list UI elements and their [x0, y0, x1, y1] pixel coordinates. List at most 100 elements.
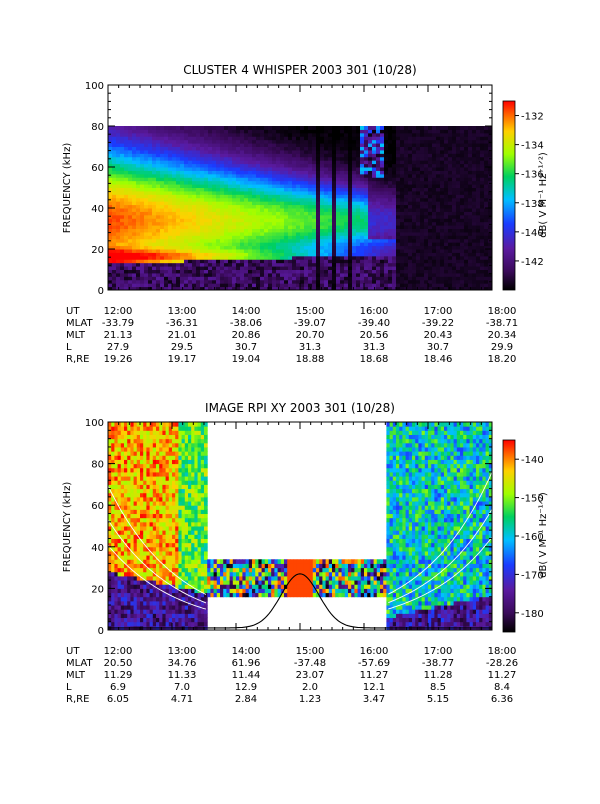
spectrogram-cell [456, 188, 461, 192]
spectrogram-cell [364, 266, 369, 270]
spectrogram-cell [332, 270, 337, 274]
spectrogram-cell [432, 177, 437, 181]
spectrogram-cell [156, 273, 161, 277]
spectrogram-cell [384, 242, 389, 246]
spectrogram-cell [168, 218, 173, 222]
spectrogram-cell [240, 273, 245, 277]
spectrogram-cell [260, 232, 265, 236]
spectrogram-cell [456, 177, 461, 181]
spectrogram-cell [472, 126, 477, 130]
spectrogram-cell [124, 246, 129, 250]
spectrogram-cell [392, 242, 397, 246]
spectrogram-cell [364, 157, 369, 161]
spectrogram-cell [332, 242, 337, 246]
spectrogram-cell [364, 222, 369, 226]
spectrogram-cell [440, 201, 445, 205]
spectrogram-cell [336, 174, 341, 178]
spectrogram-cell [308, 249, 313, 253]
spectrogram-cell [420, 242, 425, 246]
spectrogram-cell [296, 133, 301, 137]
spectrogram-cell [296, 147, 301, 151]
spectrogram-cell [156, 263, 161, 267]
spectrogram-cell [228, 263, 233, 267]
spectrogram-cell [212, 259, 217, 263]
spectrogram-cell [316, 143, 321, 147]
spectrogram-cell [316, 188, 321, 192]
spectrogram-cell [120, 239, 125, 243]
spectrogram-cell [404, 143, 409, 147]
spectrogram-cell [348, 218, 353, 222]
spectrogram-cell [328, 184, 333, 188]
spectrogram-cell [392, 170, 397, 174]
spectrogram-cell [148, 140, 153, 144]
spectrogram-cell [320, 263, 325, 267]
spectrogram-cell [456, 256, 461, 260]
spectrogram-cell [164, 273, 169, 277]
spectrogram-cell [372, 256, 377, 260]
spectrogram-cell [416, 235, 421, 239]
spectrogram-cell [340, 133, 345, 137]
spectrogram-cell [396, 205, 401, 209]
spectrogram-cell [352, 194, 357, 198]
spectrogram-cell [220, 283, 225, 287]
spectrogram-cell [296, 208, 301, 212]
spectrogram-cell [436, 150, 441, 154]
spectrogram-cell [412, 181, 417, 185]
spectrogram-cell [156, 280, 161, 284]
spectrogram-cell [400, 147, 405, 151]
spectrogram-cell [472, 140, 477, 144]
spectrogram-cell [232, 205, 237, 209]
spectrogram-cell [256, 136, 261, 140]
spectrogram-cell [324, 160, 329, 164]
spectrogram-cell [460, 194, 465, 198]
spectrogram-cell [392, 229, 397, 233]
spectrogram-cell [432, 205, 437, 209]
spectrogram-cell [360, 198, 365, 202]
spectrogram-cell [288, 239, 293, 243]
spectrogram-cell [156, 164, 161, 168]
spectrogram-cell [112, 270, 117, 274]
spectrogram-cell [172, 225, 177, 229]
spectrogram-cell [408, 273, 413, 277]
spectrogram-cell [184, 229, 189, 233]
spectrogram-cell [276, 191, 281, 195]
spectrogram-cell [396, 201, 401, 205]
spectrogram-cell [472, 249, 477, 253]
spectrogram-cell [132, 188, 137, 192]
spectrogram-cell [464, 242, 469, 246]
spectrogram-cell [236, 167, 241, 171]
spectrogram-cell [320, 188, 325, 192]
spectrogram-cell [444, 215, 449, 219]
spectrogram-cell [304, 239, 309, 243]
spectrogram-cell [444, 249, 449, 253]
spectrogram-cell [140, 198, 145, 202]
spectrogram-cell [244, 222, 249, 226]
spectrogram-cell [272, 198, 277, 202]
spectrogram-cell [124, 259, 129, 263]
spectrogram-cell [168, 167, 173, 171]
spectrogram-cell [364, 270, 369, 274]
spectrogram-cell [480, 270, 485, 274]
spectrogram-cell [140, 181, 145, 185]
spectrogram-cell [408, 136, 413, 140]
spectrogram-cell [400, 222, 405, 226]
spectrogram-cell [380, 160, 385, 164]
spectrogram-cell [284, 229, 289, 233]
spectrogram-cell [172, 160, 177, 164]
spectrogram-cell [332, 225, 337, 229]
spectrogram-cell [424, 222, 429, 226]
spectrogram-cell [176, 167, 181, 171]
spectrogram-cell [476, 222, 481, 226]
spectrogram-cell [460, 129, 465, 133]
spectrogram-cell [412, 160, 417, 164]
spectrogram-cell [480, 164, 485, 168]
spectrogram-cell [188, 208, 193, 212]
spectrogram-cell [108, 256, 113, 260]
spectrogram-cell [408, 153, 413, 157]
spectrogram-cell [184, 136, 189, 140]
spectrogram-cell [111, 430, 115, 435]
spectrogram-cell [124, 263, 129, 267]
spectrogram-cell [444, 136, 449, 140]
spectrogram-cell [300, 164, 305, 168]
spectrogram-cell [300, 157, 305, 161]
